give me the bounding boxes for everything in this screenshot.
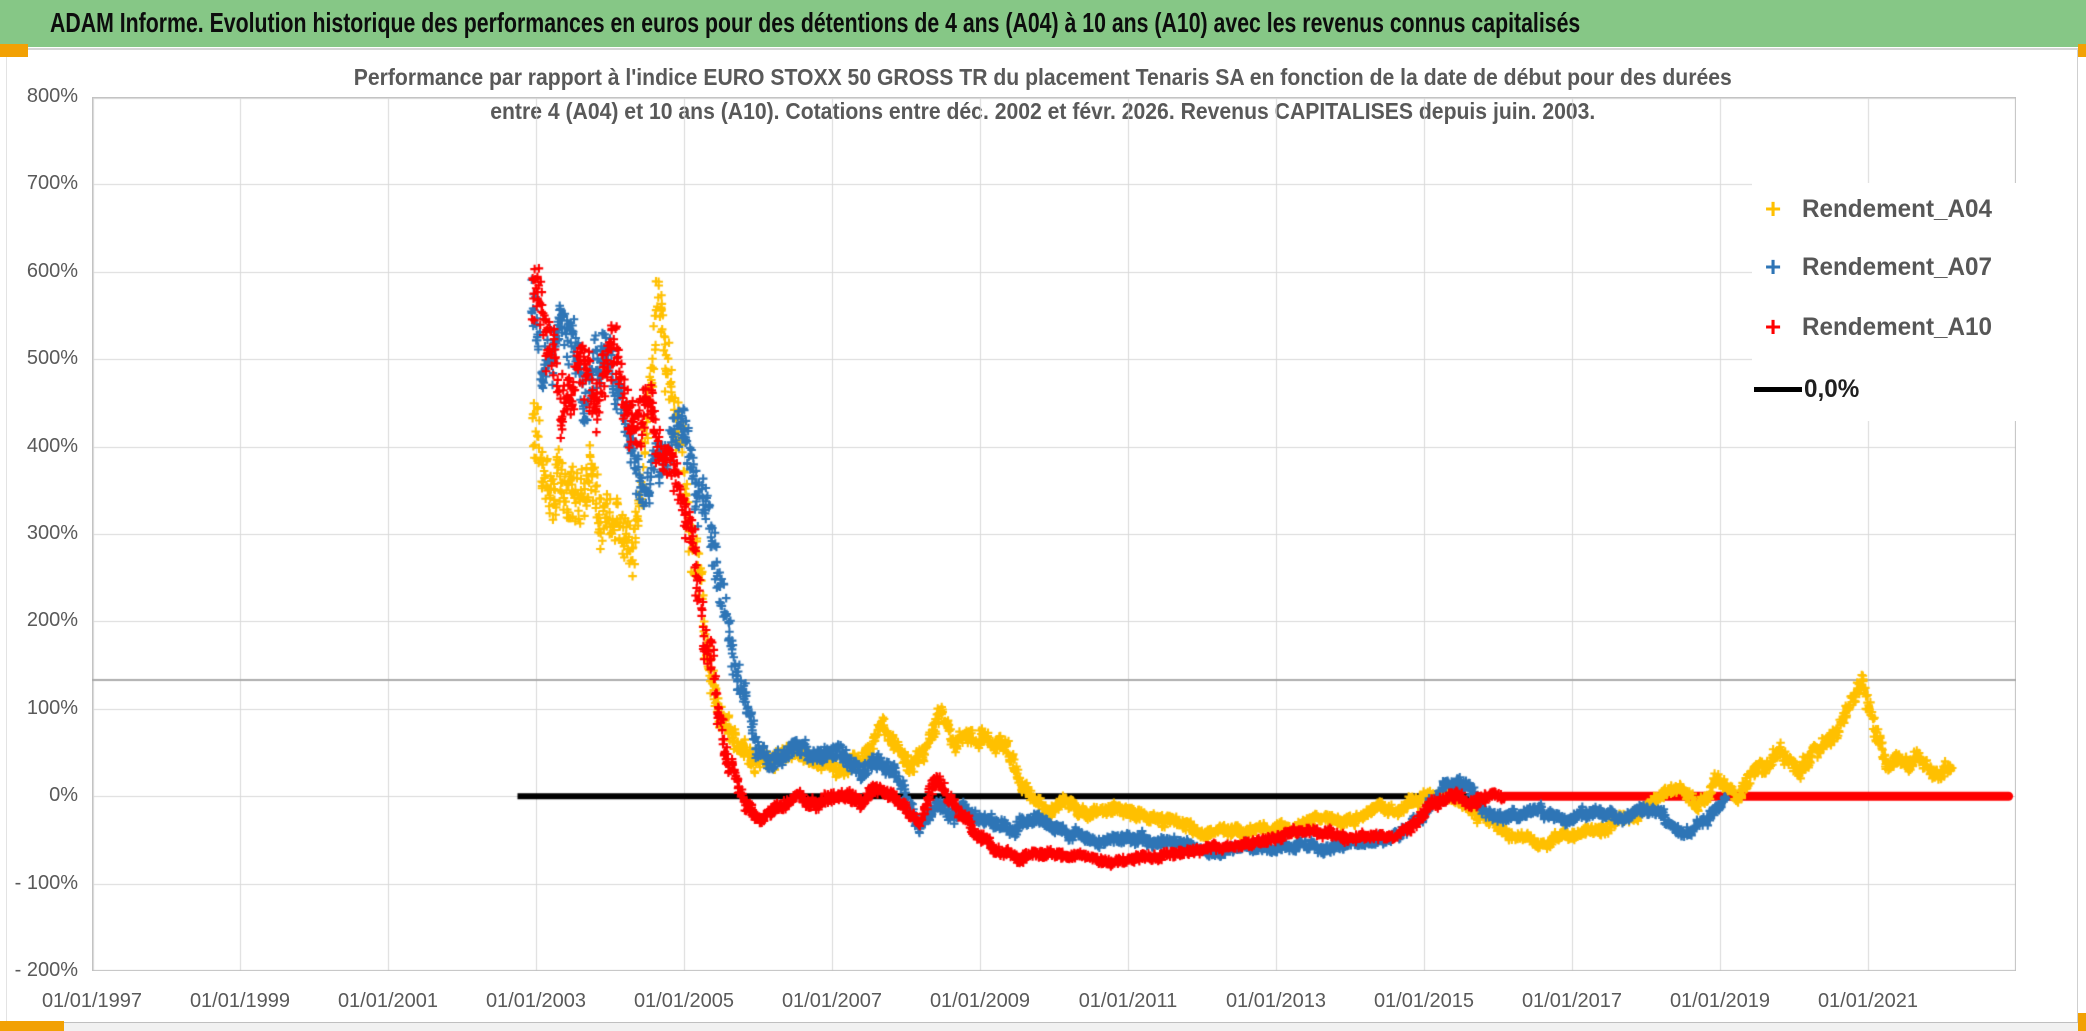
- y-axis-label: 400%: [26, 434, 78, 457]
- x-axis-label: 01/01/2001: [337, 990, 439, 1012]
- plus-marker-icon: +: [1764, 193, 1782, 224]
- title-underline: [0, 48, 2086, 50]
- y-axis-label: 100%: [26, 696, 78, 719]
- x-axis-label: 01/01/1999: [189, 990, 291, 1012]
- x-axis-label: 01/01/2021: [1817, 990, 1919, 1012]
- chart-frame-bottom: [0, 1022, 2086, 1023]
- x-axis-label: 01/01/2013: [1225, 990, 1327, 1012]
- chart-frame-right: [2077, 50, 2078, 1022]
- y-axis-label: 500%: [26, 347, 78, 370]
- x-axis-label: 01/01/2015: [1373, 990, 1475, 1012]
- legend-label: Rendement_A10: [1802, 312, 1993, 341]
- selection-accent-bottom-right: [2078, 1013, 2086, 1031]
- y-axis-label: - 100%: [14, 871, 78, 894]
- x-axis-label: 01/01/2003: [485, 990, 587, 1012]
- y-axis-label: - 200%: [14, 959, 78, 981]
- x-axis-label: 01/01/2007: [781, 990, 883, 1012]
- chart-legend[interactable]: + Rendement_A04 + Rendement_A07 + Rendem…: [1752, 183, 2024, 421]
- legend-item-rendement-a07[interactable]: + Rendement_A07: [1752, 247, 1998, 287]
- y-axis-label: 800%: [26, 85, 78, 107]
- y-axis-label: 200%: [26, 609, 78, 632]
- legend-item-zero-line[interactable]: 0,0%: [1752, 369, 1861, 409]
- legend-label: 0,0%: [1804, 374, 1860, 403]
- plus-marker-icon: +: [1764, 251, 1782, 282]
- y-axis-label: 0%: [49, 784, 78, 807]
- selection-accent-top-right: [2078, 44, 2086, 57]
- legend-label: Rendement_A07: [1802, 252, 1993, 281]
- report-title-bar: ADAM Informe. Evolution historique des p…: [0, 0, 2086, 47]
- y-axis-label: 700%: [26, 172, 78, 195]
- x-axis-label: 01/01/2011: [1078, 990, 1178, 1012]
- chart-title-line1: Performance par rapport à l'indice EURO …: [353, 64, 1732, 90]
- selection-accent-bottom-left: [0, 1021, 64, 1031]
- plus-marker-icon: +: [1764, 311, 1782, 342]
- selection-accent-top-left: [0, 44, 28, 57]
- legend-item-rendement-a04[interactable]: + Rendement_A04: [1752, 189, 1998, 229]
- plot-area[interactable]: [92, 97, 2016, 971]
- legend-item-rendement-a10[interactable]: + Rendement_A10: [1752, 307, 1998, 347]
- legend-label: Rendement_A04: [1802, 194, 1993, 223]
- x-axis-label: 01/01/1997: [41, 990, 143, 1012]
- x-axis-label: 01/01/2019: [1669, 990, 1771, 1012]
- chart-frame-left: [6, 50, 7, 1022]
- x-axis-label: 01/01/2005: [633, 990, 735, 1012]
- report-title: ADAM Informe. Evolution historique des p…: [50, 7, 1581, 38]
- y-axis-label: 300%: [26, 522, 78, 544]
- worksheet-strip: [0, 1023, 2086, 1031]
- x-axis-label: 01/01/2017: [1521, 990, 1623, 1012]
- x-axis-label: 01/01/2009: [929, 990, 1031, 1012]
- zero-line-swatch-icon: [1754, 386, 1802, 392]
- y-axis-label: 600%: [26, 259, 78, 282]
